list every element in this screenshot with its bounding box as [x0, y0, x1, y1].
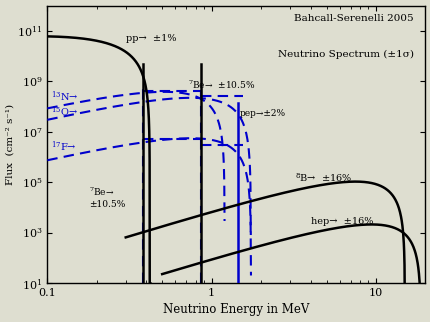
Text: $^{15}$O→: $^{15}$O→	[51, 105, 77, 119]
X-axis label: Neutrino Energy in MeV: Neutrino Energy in MeV	[163, 303, 309, 317]
Text: $^7$Be→
±10.5%: $^7$Be→ ±10.5%	[89, 186, 126, 209]
Text: $^{17}$F→: $^{17}$F→	[51, 139, 76, 154]
Text: $^{13}$N→: $^{13}$N→	[51, 89, 78, 104]
Text: pp→  ±1%: pp→ ±1%	[126, 34, 176, 43]
Text: Bahcall-Serenelli 2005: Bahcall-Serenelli 2005	[294, 14, 413, 23]
Text: hep→  ±16%: hep→ ±16%	[310, 217, 372, 226]
Text: $^8$B→  ±16%: $^8$B→ ±16%	[294, 171, 351, 184]
Text: Neutrino Spectrum (±1σ): Neutrino Spectrum (±1σ)	[277, 50, 413, 59]
Text: $^7$Be→  ±10.5%: $^7$Be→ ±10.5%	[188, 79, 255, 91]
Text: pep→±2%: pep→±2%	[239, 109, 285, 118]
Y-axis label: Flux  (cm⁻² s⁻¹): Flux (cm⁻² s⁻¹)	[6, 104, 15, 185]
